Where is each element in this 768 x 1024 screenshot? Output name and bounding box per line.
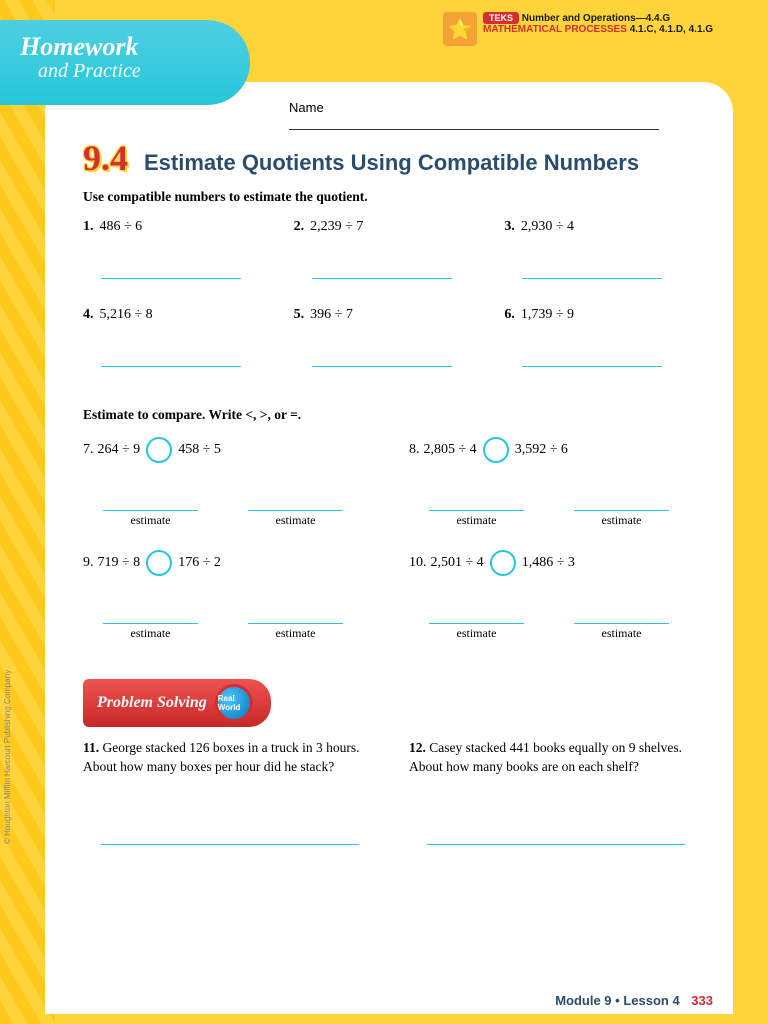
section2-instruction: Estimate to compare. Write <, >, or =.	[83, 407, 695, 423]
answer-line[interactable]	[427, 827, 685, 845]
answer-line[interactable]	[522, 349, 662, 367]
answer-line[interactable]	[101, 261, 241, 279]
problem-10: 10. 2,501 ÷ 4 1,486 ÷ 3 estimate estimat…	[409, 550, 695, 641]
estimate-line[interactable]	[429, 495, 524, 511]
estimate-line[interactable]	[248, 608, 343, 624]
problems-row-1: 1.486 ÷ 6 2.2,239 ÷ 7 3.2,930 ÷ 4	[83, 219, 695, 279]
lesson-number: 9.4	[83, 137, 128, 179]
problem-3: 3.2,930 ÷ 4	[504, 219, 695, 279]
problem-solving-banner: Problem Solving Real World	[83, 679, 271, 727]
answer-line[interactable]	[101, 349, 241, 367]
estimate-line[interactable]	[429, 608, 524, 624]
lesson-title: Estimate Quotients Using Compatible Numb…	[144, 150, 639, 175]
section1-instruction: Use compatible numbers to estimate the q…	[83, 189, 695, 205]
problem-4: 4.5,216 ÷ 8	[83, 307, 274, 367]
name-input-line[interactable]	[289, 129, 659, 130]
texas-flag-icon: ⭐	[443, 12, 477, 46]
worksheet-panel: Name 9.4 Estimate Quotients Using Compat…	[45, 82, 733, 1014]
problems-row-2: 4.5,216 ÷ 8 5.396 ÷ 7 6.1,739 ÷ 9	[83, 307, 695, 367]
homework-banner: Homework and Practice	[0, 20, 250, 105]
estimate-line[interactable]	[103, 495, 198, 511]
copyright-text: © Houghton Mifflin Harcourt Publishing C…	[3, 670, 12, 844]
page-footer: Module 9 • Lesson 4 333	[555, 993, 713, 1008]
banner-title-2: and Practice	[20, 60, 230, 83]
problem-11: 11. George stacked 126 boxes in a truck …	[83, 739, 369, 845]
problem-8: 8. 2,805 ÷ 4 3,592 ÷ 6 estimate estimate	[409, 437, 695, 528]
problem-1: 1.486 ÷ 6	[83, 219, 274, 279]
real-world-globe-icon: Real World	[215, 684, 253, 722]
compare-circle[interactable]	[483, 437, 509, 463]
estimate-line[interactable]	[574, 608, 669, 624]
compare-circle[interactable]	[146, 437, 172, 463]
answer-line[interactable]	[522, 261, 662, 279]
lesson-header: 9.4 Estimate Quotients Using Compatible …	[83, 137, 695, 179]
problem-6: 6.1,739 ÷ 9	[504, 307, 695, 367]
estimate-line[interactable]	[574, 495, 669, 511]
compare-circle[interactable]	[146, 550, 172, 576]
problem-7: 7. 264 ÷ 9 458 ÷ 5 estimate estimate	[83, 437, 369, 528]
compare-circle[interactable]	[490, 550, 516, 576]
answer-line[interactable]	[312, 349, 452, 367]
problem-2: 2.2,239 ÷ 7	[294, 219, 485, 279]
estimate-line[interactable]	[103, 608, 198, 624]
banner-title-1: Homework	[20, 32, 230, 62]
problem-9: 9. 719 ÷ 8 176 ÷ 2 estimate estimate	[83, 550, 369, 641]
compare-row-1: 7. 264 ÷ 9 458 ÷ 5 estimate estimate 8. …	[83, 437, 695, 528]
estimate-line[interactable]	[248, 495, 343, 511]
teks-line1: TEKS Number and Operations—4.4.G	[483, 12, 713, 24]
answer-line[interactable]	[101, 827, 359, 845]
answer-line[interactable]	[312, 261, 452, 279]
compare-row-2: 9. 719 ÷ 8 176 ÷ 2 estimate estimate 10.…	[83, 550, 695, 641]
problem-12: 12. Casey stacked 441 books equally on 9…	[409, 739, 695, 845]
teks-line2: MATHEMATICAL PROCESSES 4.1.C, 4.1.D, 4.1…	[483, 24, 713, 35]
problem-5: 5.396 ÷ 7	[294, 307, 485, 367]
word-problems-row: 11. George stacked 126 boxes in a truck …	[83, 739, 695, 845]
teks-standards: ⭐ TEKS Number and Operations—4.4.G MATHE…	[443, 12, 723, 46]
name-field: Name	[285, 100, 693, 130]
